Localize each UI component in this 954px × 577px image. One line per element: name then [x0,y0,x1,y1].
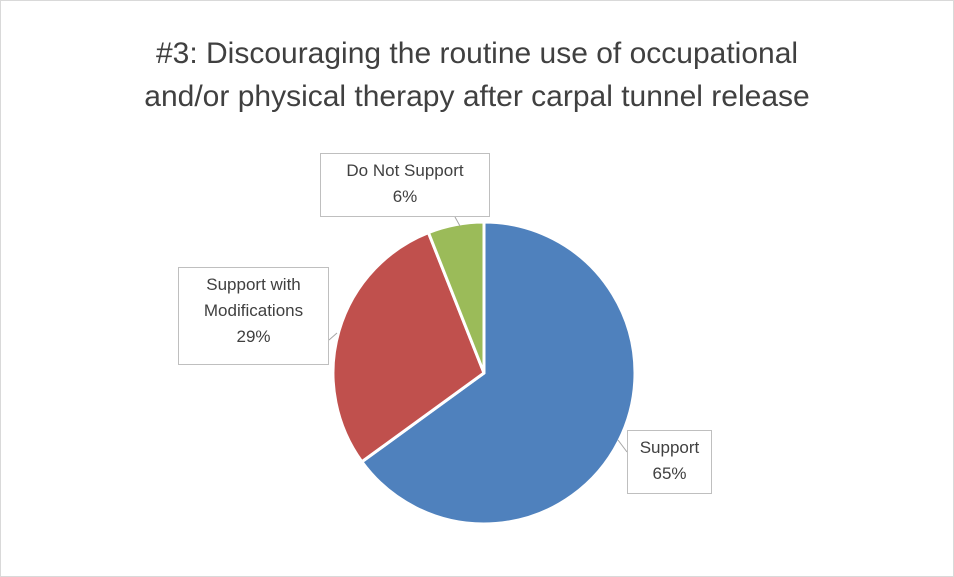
leader-line [454,216,461,227]
value-label: 65% [652,464,687,483]
leader-line [617,439,628,453]
leader-line [328,332,338,341]
category-label: Support with Modifications [203,275,304,320]
data-label: Support 65% [627,430,712,494]
data-label: Do Not Support 6% [320,153,490,217]
pie-slice [331,231,486,464]
pie-slice [426,220,486,375]
value-label: 29% [236,327,271,346]
pie-slice [360,220,637,526]
category-label: Do Not Support [346,161,464,180]
category-label: Support [639,438,700,457]
value-label: 6% [392,187,418,206]
chart-title: #3: Discouraging the routine use of occu… [144,37,810,113]
data-label: Support with Modifications 29% [178,267,329,365]
